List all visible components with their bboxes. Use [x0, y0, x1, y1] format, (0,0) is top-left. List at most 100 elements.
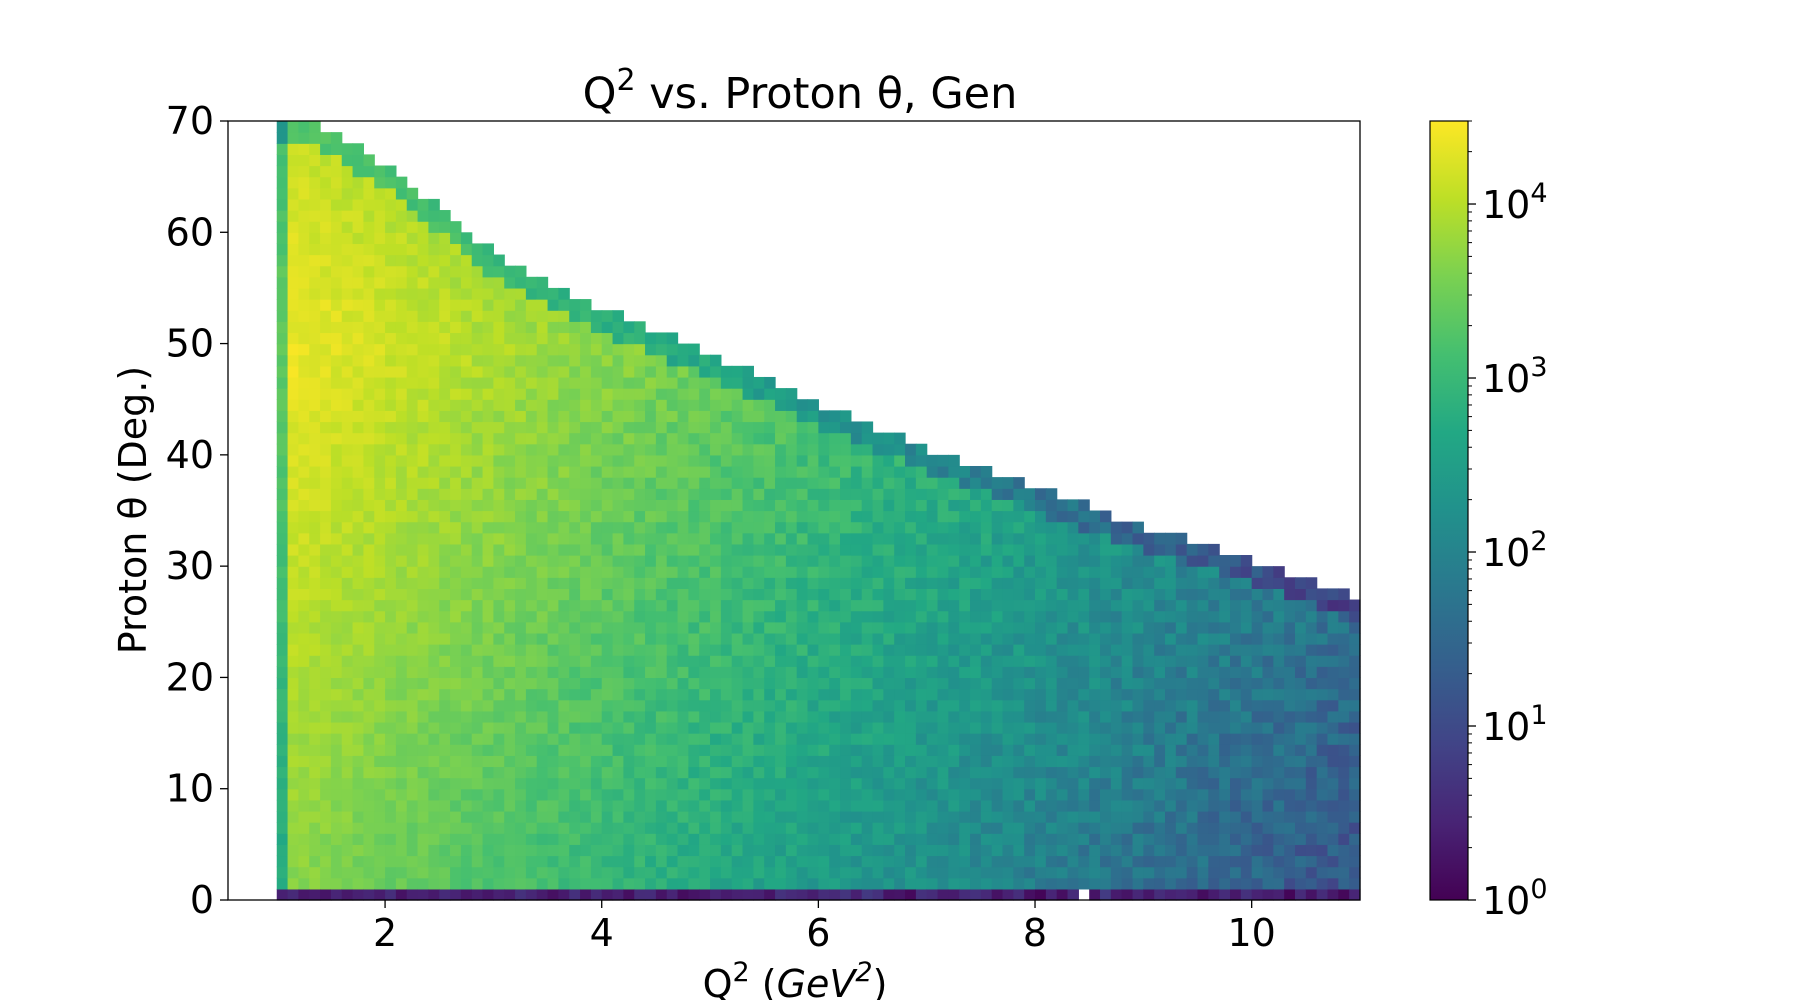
heatmap-cell [850, 677, 863, 690]
heatmap-cell [525, 710, 538, 723]
heatmap-cell [330, 844, 343, 857]
heatmap-cell [829, 666, 841, 679]
heatmap-cell [1067, 599, 1079, 612]
heatmap-cell [666, 888, 679, 901]
heatmap-cell [1165, 577, 1177, 589]
heatmap-cell [731, 543, 744, 556]
heatmap-cell [915, 844, 928, 857]
heatmap-cell [395, 176, 408, 189]
heatmap-cell [515, 644, 527, 656]
heatmap-cell [861, 666, 874, 679]
heatmap-cell [504, 744, 516, 756]
heatmap-cell [363, 410, 375, 423]
heatmap-cell [330, 555, 343, 567]
heatmap-cell [710, 499, 722, 512]
heatmap-cell [905, 521, 917, 534]
heatmap-cell [276, 532, 289, 545]
heatmap-cell [1208, 844, 1220, 857]
heatmap-cell [330, 632, 343, 645]
heatmap-cell [504, 299, 516, 311]
heatmap-cell [959, 699, 971, 712]
heatmap-cell [363, 299, 375, 311]
heatmap-cell [450, 677, 462, 690]
heatmap-cell [536, 621, 549, 634]
heatmap-cell [439, 276, 451, 289]
heatmap-cell [1219, 666, 1231, 679]
heatmap-cell [634, 866, 646, 879]
heatmap-cell [1165, 822, 1177, 834]
heatmap-cell [276, 644, 289, 656]
heatmap-cell [840, 755, 852, 768]
heatmap-cell [406, 788, 419, 801]
heatmap-cell [1165, 677, 1177, 690]
heatmap-cell [395, 276, 408, 289]
heatmap-cell [439, 688, 451, 701]
heatmap-cell [980, 766, 993, 779]
heatmap-cell [471, 844, 484, 857]
heatmap-cell [590, 388, 603, 400]
heatmap-cell [515, 599, 527, 612]
heatmap-cell [612, 421, 624, 434]
heatmap-cell [720, 755, 733, 768]
heatmap-cell [742, 721, 754, 734]
heatmap-cell [482, 721, 494, 734]
heatmap-cell [504, 721, 516, 734]
heatmap-cell [460, 388, 473, 400]
heatmap-cell [504, 443, 516, 456]
heatmap-cell [1305, 855, 1318, 868]
heatmap-cell [894, 644, 906, 656]
heatmap-cell [1251, 799, 1264, 812]
heatmap-cell [710, 521, 722, 534]
heatmap-cell [1078, 699, 1090, 712]
heatmap-cell [742, 644, 754, 656]
heatmap-cell [753, 799, 765, 812]
heatmap-cell [731, 677, 744, 690]
heatmap-cell [1262, 721, 1274, 734]
heatmap-cell [482, 510, 494, 523]
heatmap-cell [569, 888, 581, 901]
heatmap-cell [623, 343, 635, 356]
heatmap-cell [612, 710, 624, 723]
heatmap-cell [699, 833, 711, 845]
heatmap-cell [677, 799, 689, 812]
heatmap-cell [829, 443, 841, 456]
heatmap-cell [493, 721, 505, 734]
heatmap-cell [590, 666, 603, 679]
heatmap-cell [287, 321, 300, 334]
heatmap-cell [374, 399, 386, 411]
heatmap-cell [915, 877, 928, 890]
heatmap-cell [1045, 543, 1058, 556]
heatmap-cell [666, 410, 679, 423]
heatmap-cell [1230, 755, 1242, 768]
heatmap-cell [688, 610, 700, 623]
heatmap-cell [948, 733, 960, 745]
heatmap-cell [1251, 632, 1264, 645]
heatmap-cell [330, 132, 343, 144]
heatmap-cell [1197, 866, 1209, 879]
heatmap-cell [341, 376, 354, 389]
heatmap-cell [1165, 699, 1177, 712]
heatmap-cell [330, 310, 343, 322]
heatmap-cell [341, 699, 354, 712]
heatmap-cell [558, 432, 570, 445]
heatmap-cell [1240, 777, 1253, 790]
heatmap-cell [829, 855, 841, 868]
heatmap-cell [1154, 688, 1166, 701]
heatmap-cell [450, 543, 462, 556]
heatmap-cell [428, 699, 440, 712]
heatmap-cell [1078, 632, 1090, 645]
heatmap-cell [395, 621, 408, 634]
heatmap-cell [785, 733, 798, 745]
heatmap-cell [460, 788, 473, 801]
heatmap-cell [1121, 521, 1134, 534]
heatmap-cell [1121, 632, 1134, 645]
heatmap-cell [471, 788, 484, 801]
heatmap-cell [276, 666, 289, 679]
heatmap-cell [320, 421, 332, 434]
heatmap-cell [915, 510, 928, 523]
heatmap-cell [1349, 610, 1361, 623]
heatmap-cell [601, 688, 614, 701]
heatmap-cell [276, 877, 289, 890]
heatmap-cell [894, 822, 906, 834]
heatmap-cell [1100, 721, 1112, 734]
